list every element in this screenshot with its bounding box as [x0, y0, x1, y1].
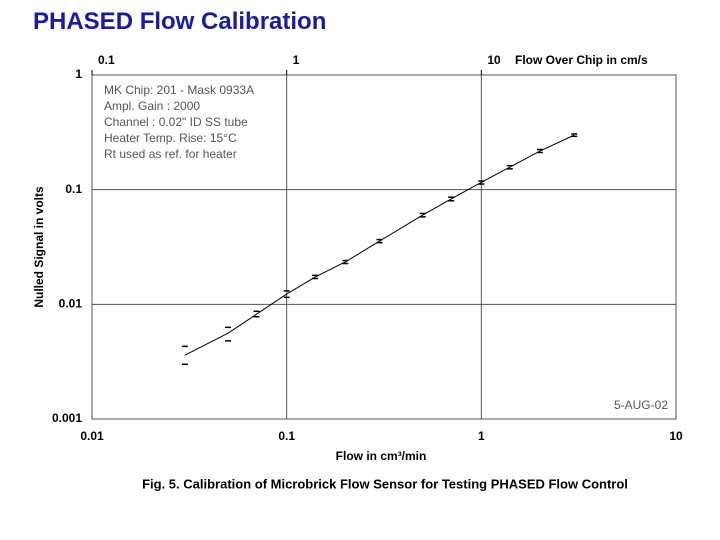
date-label: 5-AUG-02	[614, 398, 668, 412]
slide-title: PHASED Flow Calibration	[33, 8, 327, 35]
x2-axis-label: Flow Over Chip in cm/s	[515, 53, 648, 67]
annotation: Heater Temp. Rise: 15°C	[104, 131, 237, 145]
x2-tick-label: 1	[293, 53, 300, 67]
y-tick-label: 0.1	[65, 182, 82, 196]
x-tick-label: 0.01	[80, 429, 104, 443]
y-tick-label: 0.01	[59, 297, 83, 311]
x-axis-label: Flow in cm³/min	[336, 449, 427, 463]
data-line	[184, 134, 575, 356]
annotation: Ampl. Gain : 2000	[104, 99, 200, 113]
annotation: Rt used as ref. for heater	[104, 147, 237, 161]
y-tick-label: 0.001	[52, 411, 82, 425]
x-tick-label: 10	[669, 429, 683, 443]
x-tick-label: 1	[478, 429, 485, 443]
x-tick-label: 0.1	[278, 429, 295, 443]
y-axis-label: Nulled Signal in volts	[32, 186, 46, 308]
annotation: Channel : 0.02" ID SS tube	[104, 115, 248, 129]
annotation: MK Chip: 201 - Mask 0933A	[104, 83, 254, 97]
y-tick-label: 1	[75, 67, 82, 81]
x2-tick-label: 10	[487, 53, 501, 67]
caption: Fig. 5. Calibration of Microbrick Flow S…	[142, 476, 628, 491]
x2-tick-label: 0.1	[98, 53, 115, 67]
